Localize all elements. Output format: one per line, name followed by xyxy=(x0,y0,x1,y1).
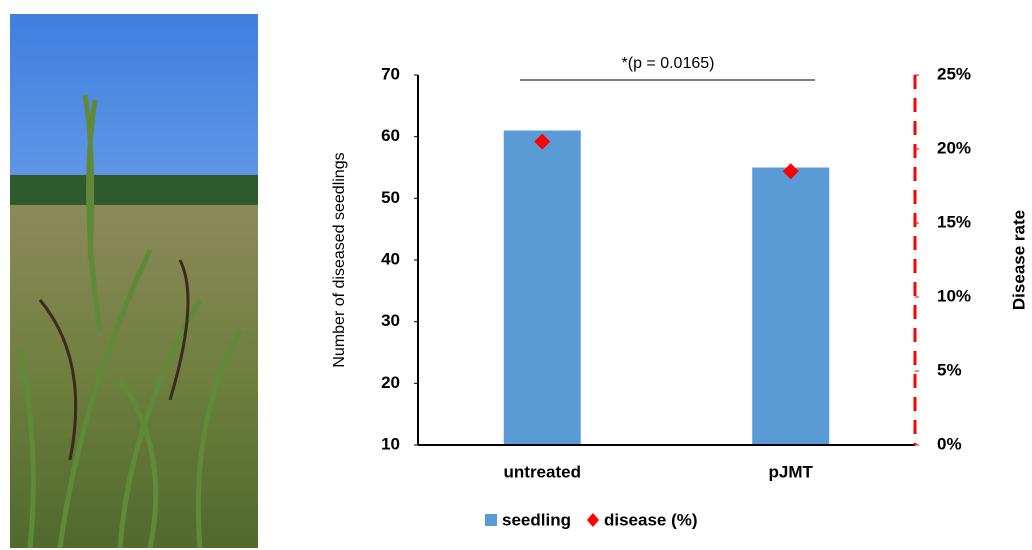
bar xyxy=(504,131,581,446)
y-axis-label: Number of diseased seedlings xyxy=(331,152,348,367)
legend-label: disease (%) xyxy=(604,510,698,529)
bar xyxy=(752,168,829,446)
y-tick-label: 50 xyxy=(381,188,400,207)
y2-axis-label: Disease rate xyxy=(1009,210,1028,310)
y-tick-label: 40 xyxy=(381,249,400,268)
y-tick-label: 70 xyxy=(381,64,400,83)
annotation: *(p = 0.0165) xyxy=(622,55,715,72)
field-photo xyxy=(10,14,258,548)
y2-tick-label: 10% xyxy=(937,286,971,305)
y-tick-label: 60 xyxy=(381,126,400,145)
y2-tick-label: 5% xyxy=(937,360,962,379)
y2-tick-label: 0% xyxy=(937,434,962,453)
y-tick-label: 10 xyxy=(381,434,400,453)
y-tick-label: 30 xyxy=(381,311,400,330)
page: Number of diseased seedlings Disease rat… xyxy=(0,0,1032,550)
y2-tick-label: 20% xyxy=(937,138,971,157)
legend-swatch xyxy=(485,514,497,526)
x-tick-label: untreated xyxy=(504,462,581,481)
y2-tick-label: 25% xyxy=(937,64,971,83)
legend-label: seedling xyxy=(502,510,571,529)
x-tick-label: pJMT xyxy=(769,462,814,481)
legend-swatch xyxy=(587,513,599,527)
y2-tick-label: 15% xyxy=(937,212,971,231)
y-tick-label: 20 xyxy=(381,373,400,392)
